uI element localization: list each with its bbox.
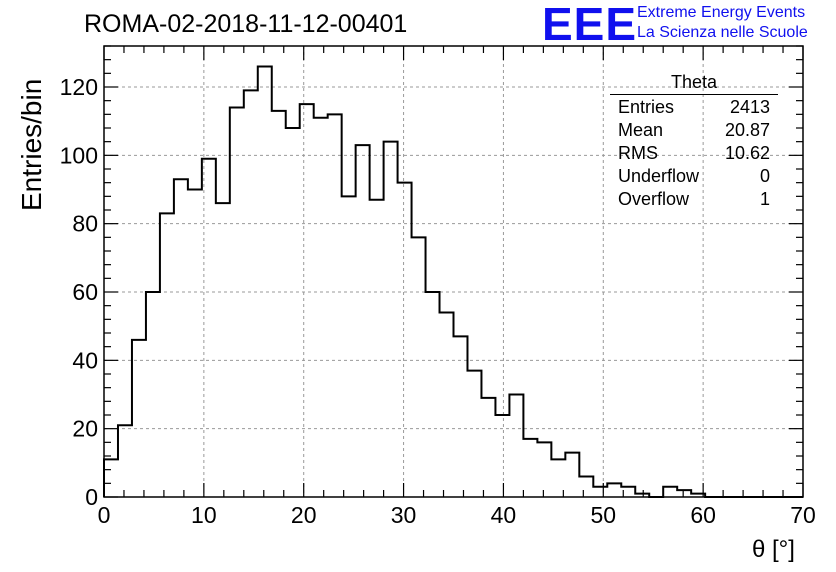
logo-text-line1: Extreme Energy Events xyxy=(637,4,806,21)
x-tick-label: 20 xyxy=(291,502,317,528)
stats-label: Entries xyxy=(618,97,675,117)
stats-label: Underflow xyxy=(618,166,700,186)
y-tick-label: 40 xyxy=(72,347,98,373)
stats-row-entries: Entries 2413 xyxy=(610,96,778,119)
stats-value: 2413 xyxy=(729,97,770,117)
y-tick-label: 80 xyxy=(72,211,98,237)
stats-label: RMS xyxy=(618,143,658,163)
logo-text-line2: La Scienza nelle Scuole xyxy=(637,24,808,41)
stats-label: Overflow xyxy=(618,189,690,209)
stats-label: Mean xyxy=(618,120,664,140)
stats-row-overflow: Overflow 1 xyxy=(610,188,778,211)
x-tick-label: 10 xyxy=(191,502,217,528)
x-tick-label: 70 xyxy=(790,502,816,528)
chart-title: ROMA-02-2018-11-12-00401 xyxy=(84,10,408,38)
plot-frame xyxy=(103,45,804,498)
stats-value: 1 xyxy=(759,189,770,209)
stats-box: Theta Entries 2413 Mean 20.87 RMS 10.62 Und… xyxy=(610,72,778,211)
stats-row-rms: RMS 10.62 xyxy=(610,142,778,165)
stats-row-mean: Mean 20.87 xyxy=(610,119,778,142)
x-tick-label: 50 xyxy=(590,502,616,528)
x-tick-label: 60 xyxy=(690,502,716,528)
y-tick-label: 100 xyxy=(60,142,98,168)
y-tick-label: 0 xyxy=(85,484,98,510)
stats-value: 0 xyxy=(759,166,770,186)
histogram-series-line xyxy=(103,65,803,498)
eee-logo: EEE xyxy=(542,0,638,50)
y-tick-label: 20 xyxy=(72,416,98,442)
y-tick-label: 60 xyxy=(72,279,98,305)
stats-row-underflow: Underflow 0 xyxy=(610,165,778,188)
stats-value: 10.62 xyxy=(724,143,770,163)
stats-title: Theta xyxy=(610,72,778,95)
stats-value: 20.87 xyxy=(724,120,770,140)
y-tick-label: 120 xyxy=(60,74,98,100)
x-tick-label: 30 xyxy=(391,502,417,528)
x-tick-label: 0 xyxy=(98,502,111,528)
x-axis-label: θ [°] xyxy=(752,536,795,563)
x-tick-label: 40 xyxy=(491,502,517,528)
